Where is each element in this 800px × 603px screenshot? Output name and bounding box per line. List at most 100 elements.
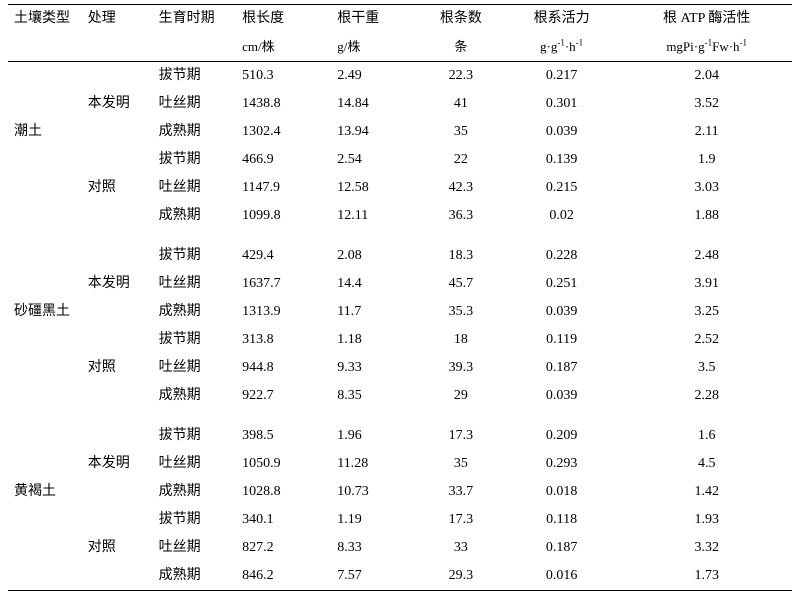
cell-rd: 1.96 bbox=[331, 422, 420, 450]
cell-atp: 3.03 bbox=[621, 174, 792, 202]
cell-rl: 466.9 bbox=[236, 146, 331, 174]
cell-rn: 18.3 bbox=[420, 242, 502, 270]
cell-rn: 45.7 bbox=[420, 270, 502, 298]
cell-treat: 对照 bbox=[88, 534, 159, 562]
cell-stage: 成熟期 bbox=[159, 118, 237, 146]
col-ra-h2: g·g-1·h-1 bbox=[502, 33, 622, 62]
cell-treat bbox=[88, 382, 159, 410]
cell-treat: 本发明 bbox=[88, 270, 159, 298]
cell-treat bbox=[88, 298, 159, 326]
col-treat-h1: 处理 bbox=[88, 5, 159, 34]
cell-ra: 0.209 bbox=[502, 422, 622, 450]
cell-rn: 41 bbox=[420, 90, 502, 118]
cell-stage: 吐丝期 bbox=[159, 270, 237, 298]
table-row: 本发明吐丝期1637.714.445.70.2513.91 bbox=[8, 270, 792, 298]
cell-rl: 1147.9 bbox=[236, 174, 331, 202]
cell-ra: 0.251 bbox=[502, 270, 622, 298]
cell-rd: 1.19 bbox=[331, 506, 420, 534]
cell-ra: 0.039 bbox=[502, 382, 622, 410]
cell-treat bbox=[88, 478, 159, 506]
cell-atp: 1.6 bbox=[621, 422, 792, 450]
cell-atp: 2.28 bbox=[621, 382, 792, 410]
table-row: 对照吐丝期1147.912.5842.30.2153.03 bbox=[8, 174, 792, 202]
cell-soil bbox=[8, 354, 88, 382]
cell-rl: 340.1 bbox=[236, 506, 331, 534]
cell-rl: 846.2 bbox=[236, 562, 331, 591]
cell-rd: 13.94 bbox=[331, 118, 420, 146]
col-rd-h2: g/株 bbox=[331, 33, 420, 62]
cell-rn: 17.3 bbox=[420, 506, 502, 534]
cell-treat: 本发明 bbox=[88, 450, 159, 478]
cell-treat bbox=[88, 506, 159, 534]
col-rd-h1: 根干重 bbox=[331, 5, 420, 34]
cell-stage: 吐丝期 bbox=[159, 90, 237, 118]
cell-rn: 29.3 bbox=[420, 562, 502, 591]
cell-atp: 3.32 bbox=[621, 534, 792, 562]
cell-atp: 2.52 bbox=[621, 326, 792, 354]
cell-ra: 0.139 bbox=[502, 146, 622, 174]
cell-stage: 成熟期 bbox=[159, 562, 237, 591]
cell-ra: 0.187 bbox=[502, 534, 622, 562]
cell-atp: 1.88 bbox=[621, 202, 792, 230]
col-rn-h1: 根条数 bbox=[420, 5, 502, 34]
table-row: 成熟期846.27.5729.30.0161.73 bbox=[8, 562, 792, 591]
cell-stage: 拔节期 bbox=[159, 146, 237, 174]
cell-rl: 1028.8 bbox=[236, 478, 331, 506]
cell-ra: 0.119 bbox=[502, 326, 622, 354]
cell-soil bbox=[8, 506, 88, 534]
table-row: 潮土成熟期1302.413.94350.0392.11 bbox=[8, 118, 792, 146]
table-row: 拔节期429.42.0818.30.2282.48 bbox=[8, 242, 792, 270]
cell-rd: 8.35 bbox=[331, 382, 420, 410]
cell-soil: 黄褐土 bbox=[8, 478, 88, 506]
cell-soil bbox=[8, 270, 88, 298]
cell-rd: 14.84 bbox=[331, 90, 420, 118]
cell-treat bbox=[88, 118, 159, 146]
cell-soil bbox=[8, 326, 88, 354]
cell-ra: 0.02 bbox=[502, 202, 622, 230]
table-row: 拔节期340.11.1917.30.1181.93 bbox=[8, 506, 792, 534]
cell-ra: 0.039 bbox=[502, 118, 622, 146]
cell-ra: 0.301 bbox=[502, 90, 622, 118]
cell-atp: 4.5 bbox=[621, 450, 792, 478]
cell-rn: 35.3 bbox=[420, 298, 502, 326]
cell-treat bbox=[88, 62, 159, 91]
cell-rd: 1.18 bbox=[331, 326, 420, 354]
cell-rd: 8.33 bbox=[331, 534, 420, 562]
cell-rd: 2.54 bbox=[331, 146, 420, 174]
cell-ra: 0.018 bbox=[502, 478, 622, 506]
cell-ra: 0.217 bbox=[502, 62, 622, 91]
cell-rn: 42.3 bbox=[420, 174, 502, 202]
cell-rd: 14.4 bbox=[331, 270, 420, 298]
table-header: 土壤类型 处理 生育时期 根长度 根干重 根条数 根系活力 根 ATP 酶活性 … bbox=[8, 5, 792, 62]
cell-ra: 0.016 bbox=[502, 562, 622, 591]
cell-treat bbox=[88, 326, 159, 354]
cell-ra: 0.215 bbox=[502, 174, 622, 202]
cell-soil bbox=[8, 422, 88, 450]
data-table: 土壤类型 处理 生育时期 根长度 根干重 根条数 根系活力 根 ATP 酶活性 … bbox=[8, 4, 792, 591]
table-row: 拔节期398.51.9617.30.2091.6 bbox=[8, 422, 792, 450]
cell-atp: 2.11 bbox=[621, 118, 792, 146]
cell-stage: 成熟期 bbox=[159, 478, 237, 506]
cell-rl: 827.2 bbox=[236, 534, 331, 562]
col-rl-h1: 根长度 bbox=[236, 5, 331, 34]
table-row: 成熟期922.78.35290.0392.28 bbox=[8, 382, 792, 410]
cell-atp: 1.93 bbox=[621, 506, 792, 534]
cell-treat bbox=[88, 562, 159, 591]
group-gap bbox=[8, 410, 792, 422]
table-row: 拔节期466.92.54220.1391.9 bbox=[8, 146, 792, 174]
cell-soil bbox=[8, 534, 88, 562]
cell-rl: 398.5 bbox=[236, 422, 331, 450]
cell-rl: 1099.8 bbox=[236, 202, 331, 230]
cell-rn: 17.3 bbox=[420, 422, 502, 450]
cell-ra: 0.039 bbox=[502, 298, 622, 326]
cell-treat bbox=[88, 242, 159, 270]
cell-soil bbox=[8, 174, 88, 202]
cell-atp: 2.48 bbox=[621, 242, 792, 270]
table-row: 成熟期1099.812.1136.30.021.88 bbox=[8, 202, 792, 230]
cell-rd: 7.57 bbox=[331, 562, 420, 591]
cell-rn: 22 bbox=[420, 146, 502, 174]
cell-rd: 2.49 bbox=[331, 62, 420, 91]
cell-rn: 22.3 bbox=[420, 62, 502, 91]
cell-soil: 砂礓黑土 bbox=[8, 298, 88, 326]
cell-rn: 36.3 bbox=[420, 202, 502, 230]
